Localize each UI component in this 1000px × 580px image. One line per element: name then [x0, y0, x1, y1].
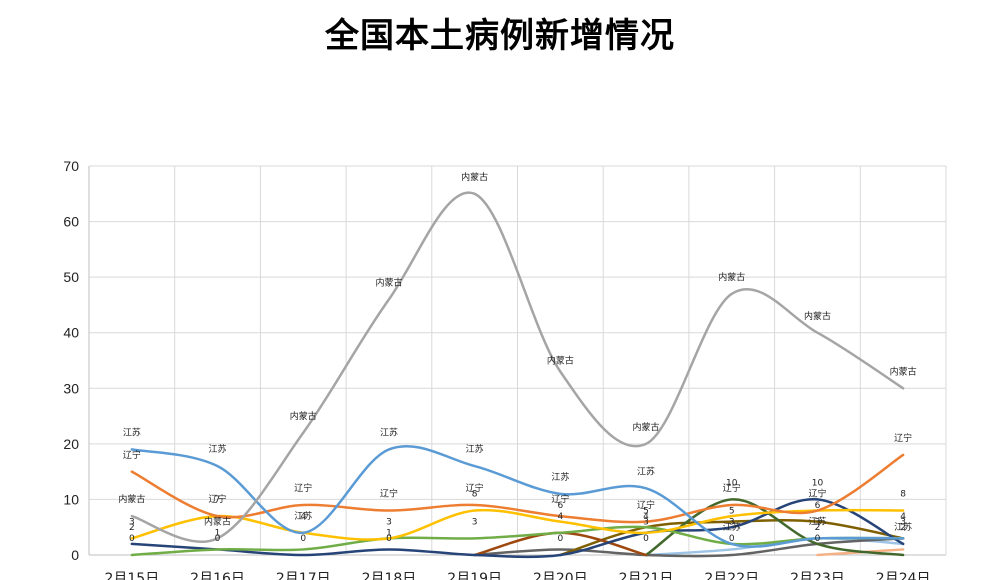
- data-label: 10: [726, 479, 738, 489]
- data-label: 3: [815, 517, 821, 527]
- data-label: 1: [386, 529, 392, 539]
- x-tick-label: 2月22日: [704, 571, 759, 580]
- data-label: 江苏: [637, 465, 655, 477]
- data-label: 3: [643, 517, 649, 527]
- data-label: 6: [815, 501, 821, 511]
- data-label: 5: [729, 506, 735, 516]
- data-label: 1: [215, 529, 221, 539]
- series-line-9: [559, 518, 905, 557]
- data-label: 内蒙古: [204, 515, 231, 527]
- data-label: 内蒙古: [375, 276, 402, 288]
- y-tick-label: 60: [63, 214, 79, 230]
- data-label: 江苏: [209, 443, 227, 455]
- x-tick-label: 2月24日: [876, 571, 931, 580]
- data-label: 江苏: [123, 427, 141, 439]
- data-label: 江苏: [808, 515, 826, 527]
- y-tick-label: 50: [63, 269, 79, 285]
- y-tick-label: 70: [63, 158, 79, 174]
- y-tick-label: 40: [63, 325, 79, 341]
- data-label: 内蒙古: [633, 421, 660, 433]
- data-label: 江苏: [723, 521, 741, 533]
- data-label: 辽宁: [551, 493, 569, 505]
- series-line-10: [473, 537, 905, 558]
- x-tick-label: 2月21日: [619, 571, 674, 580]
- data-label: 辽宁: [808, 488, 826, 500]
- y-tick-label: 10: [63, 491, 79, 507]
- x-tick-label: 2月19日: [447, 571, 502, 580]
- y-tick-label: 0: [71, 547, 79, 563]
- data-label: 辽宁: [123, 449, 141, 461]
- x-tick-label: 2月20日: [533, 571, 588, 580]
- data-label: 2: [129, 523, 135, 533]
- series-line-3: [130, 453, 905, 524]
- data-label: 4: [643, 512, 649, 522]
- data-label: 辽宁: [380, 488, 398, 500]
- data-label: 内蒙古: [547, 354, 574, 366]
- series-line-8: [644, 498, 905, 557]
- data-label: 0: [300, 534, 306, 544]
- data-label: 0: [129, 534, 135, 544]
- data-label: 0: [729, 534, 735, 544]
- x-tick-label: 2月23日: [790, 571, 845, 580]
- data-label: 2: [815, 523, 821, 533]
- data-label: 3: [386, 517, 392, 527]
- series-line-1: [130, 191, 905, 544]
- data-label: 7: [215, 495, 221, 505]
- data-label: 内蒙古: [461, 171, 488, 183]
- data-label: 2: [900, 523, 906, 533]
- data-label: 江苏: [466, 443, 484, 455]
- series-line-4: [130, 508, 905, 541]
- data-label: 4: [557, 512, 563, 522]
- data-label: 内蒙古: [290, 410, 317, 422]
- series-line-2: [130, 444, 905, 548]
- data-label: 辽宁: [209, 493, 227, 505]
- data-label: 0: [557, 534, 563, 544]
- data-label: 江苏: [380, 427, 398, 439]
- x-tick-label: 2月16日: [190, 571, 245, 580]
- data-label: 4: [900, 512, 906, 522]
- data-label: 8: [900, 490, 906, 500]
- x-tick-label: 2月15日: [104, 571, 159, 580]
- y-tick-label: 30: [63, 380, 79, 396]
- data-label: 3: [472, 517, 478, 527]
- data-label: 6: [557, 501, 563, 511]
- data-label: 江苏: [294, 510, 312, 522]
- data-label: 0: [215, 534, 221, 544]
- chart-title: 全国本土病例新增情况: [325, 16, 675, 56]
- data-label: 3: [729, 517, 735, 527]
- y-tick-label: 20: [63, 436, 79, 452]
- data-label: 内蒙古: [118, 493, 145, 505]
- data-label: 内蒙古: [890, 365, 917, 377]
- data-label: 辽宁: [637, 499, 655, 511]
- data-label: 江苏: [894, 521, 912, 533]
- series-line-5: [130, 525, 905, 557]
- data-label: 江苏: [551, 471, 569, 483]
- data-label: 3: [129, 517, 135, 527]
- data-label: 0: [643, 534, 649, 544]
- data-label: 4: [300, 512, 306, 522]
- data-label: 辽宁: [723, 482, 741, 494]
- x-tick-label: 2月18日: [362, 571, 417, 580]
- x-tick-label: 2月17日: [276, 571, 331, 580]
- data-label: 8: [472, 490, 478, 500]
- data-label: 0: [386, 534, 392, 544]
- data-label: 内蒙古: [718, 271, 745, 283]
- data-label: 辽宁: [894, 432, 912, 444]
- data-label: 3: [900, 517, 906, 527]
- data-label: 0: [815, 534, 821, 544]
- data-label: 辽宁: [294, 482, 312, 494]
- data-label: 辽宁: [466, 482, 484, 494]
- data-label: 5: [643, 506, 649, 516]
- data-label: 10: [812, 479, 824, 489]
- data-label: 内蒙古: [804, 310, 831, 322]
